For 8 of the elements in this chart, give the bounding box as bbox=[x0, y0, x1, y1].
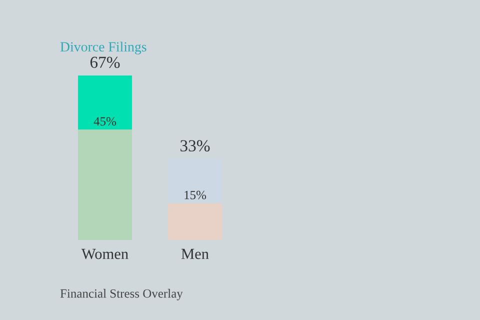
text: Financial Stress Overlay bbox=[60, 288, 183, 300]
total-label: 33% bbox=[180, 140, 210, 152]
data-label: 15% bbox=[184, 190, 206, 200]
data-label: 45% bbox=[94, 117, 116, 126]
x-tick-label: Men bbox=[181, 248, 209, 260]
x-tick-label: Women bbox=[81, 248, 128, 260]
total-label: 67% bbox=[90, 56, 120, 68]
chart-title: Divorce Filings bbox=[60, 42, 146, 54]
